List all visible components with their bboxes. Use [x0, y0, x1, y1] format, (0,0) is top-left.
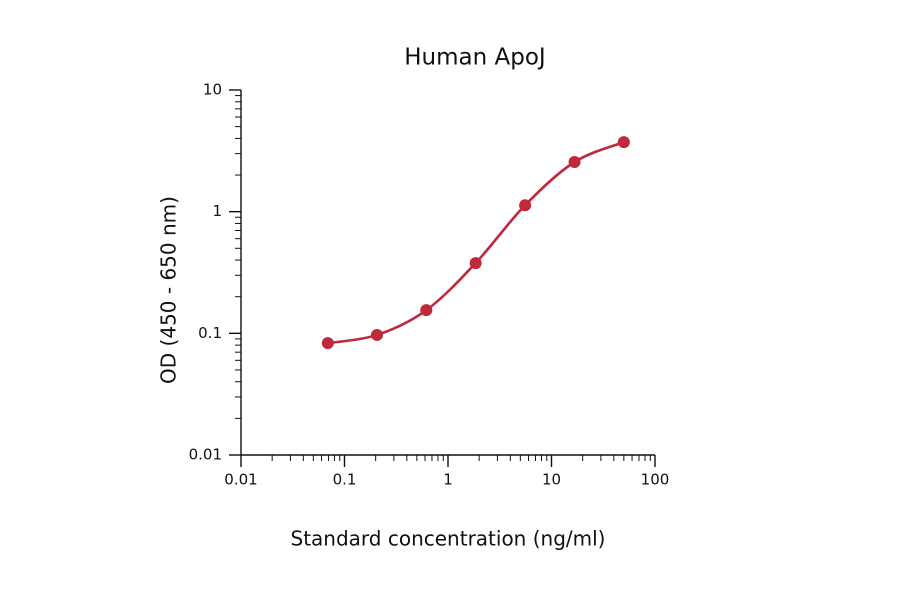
y-tick-label: 0.1 — [198, 324, 222, 342]
x-tick-label: 1 — [443, 471, 453, 489]
x-tick-label: 0.1 — [333, 471, 357, 489]
y-axis-label: OD (450 - 650 nm) — [157, 196, 181, 384]
x-tick-label: 0.01 — [224, 471, 257, 489]
point — [617, 136, 630, 149]
point — [420, 304, 433, 317]
x-tick-label: 100 — [641, 471, 670, 489]
y-tick-label: 10 — [203, 81, 222, 99]
x-tick-label: 10 — [542, 471, 561, 489]
x-axis-label: Standard concentration (ng/ml) — [291, 527, 606, 551]
point — [519, 199, 532, 212]
point — [469, 257, 482, 270]
point — [568, 155, 581, 168]
curve — [327, 140, 625, 345]
chart-title: Human ApoJ — [404, 45, 545, 71]
y-tick-label: 1 — [212, 202, 222, 220]
point — [370, 328, 383, 341]
y-tick-label: 0.01 — [189, 446, 222, 464]
point — [321, 337, 334, 350]
